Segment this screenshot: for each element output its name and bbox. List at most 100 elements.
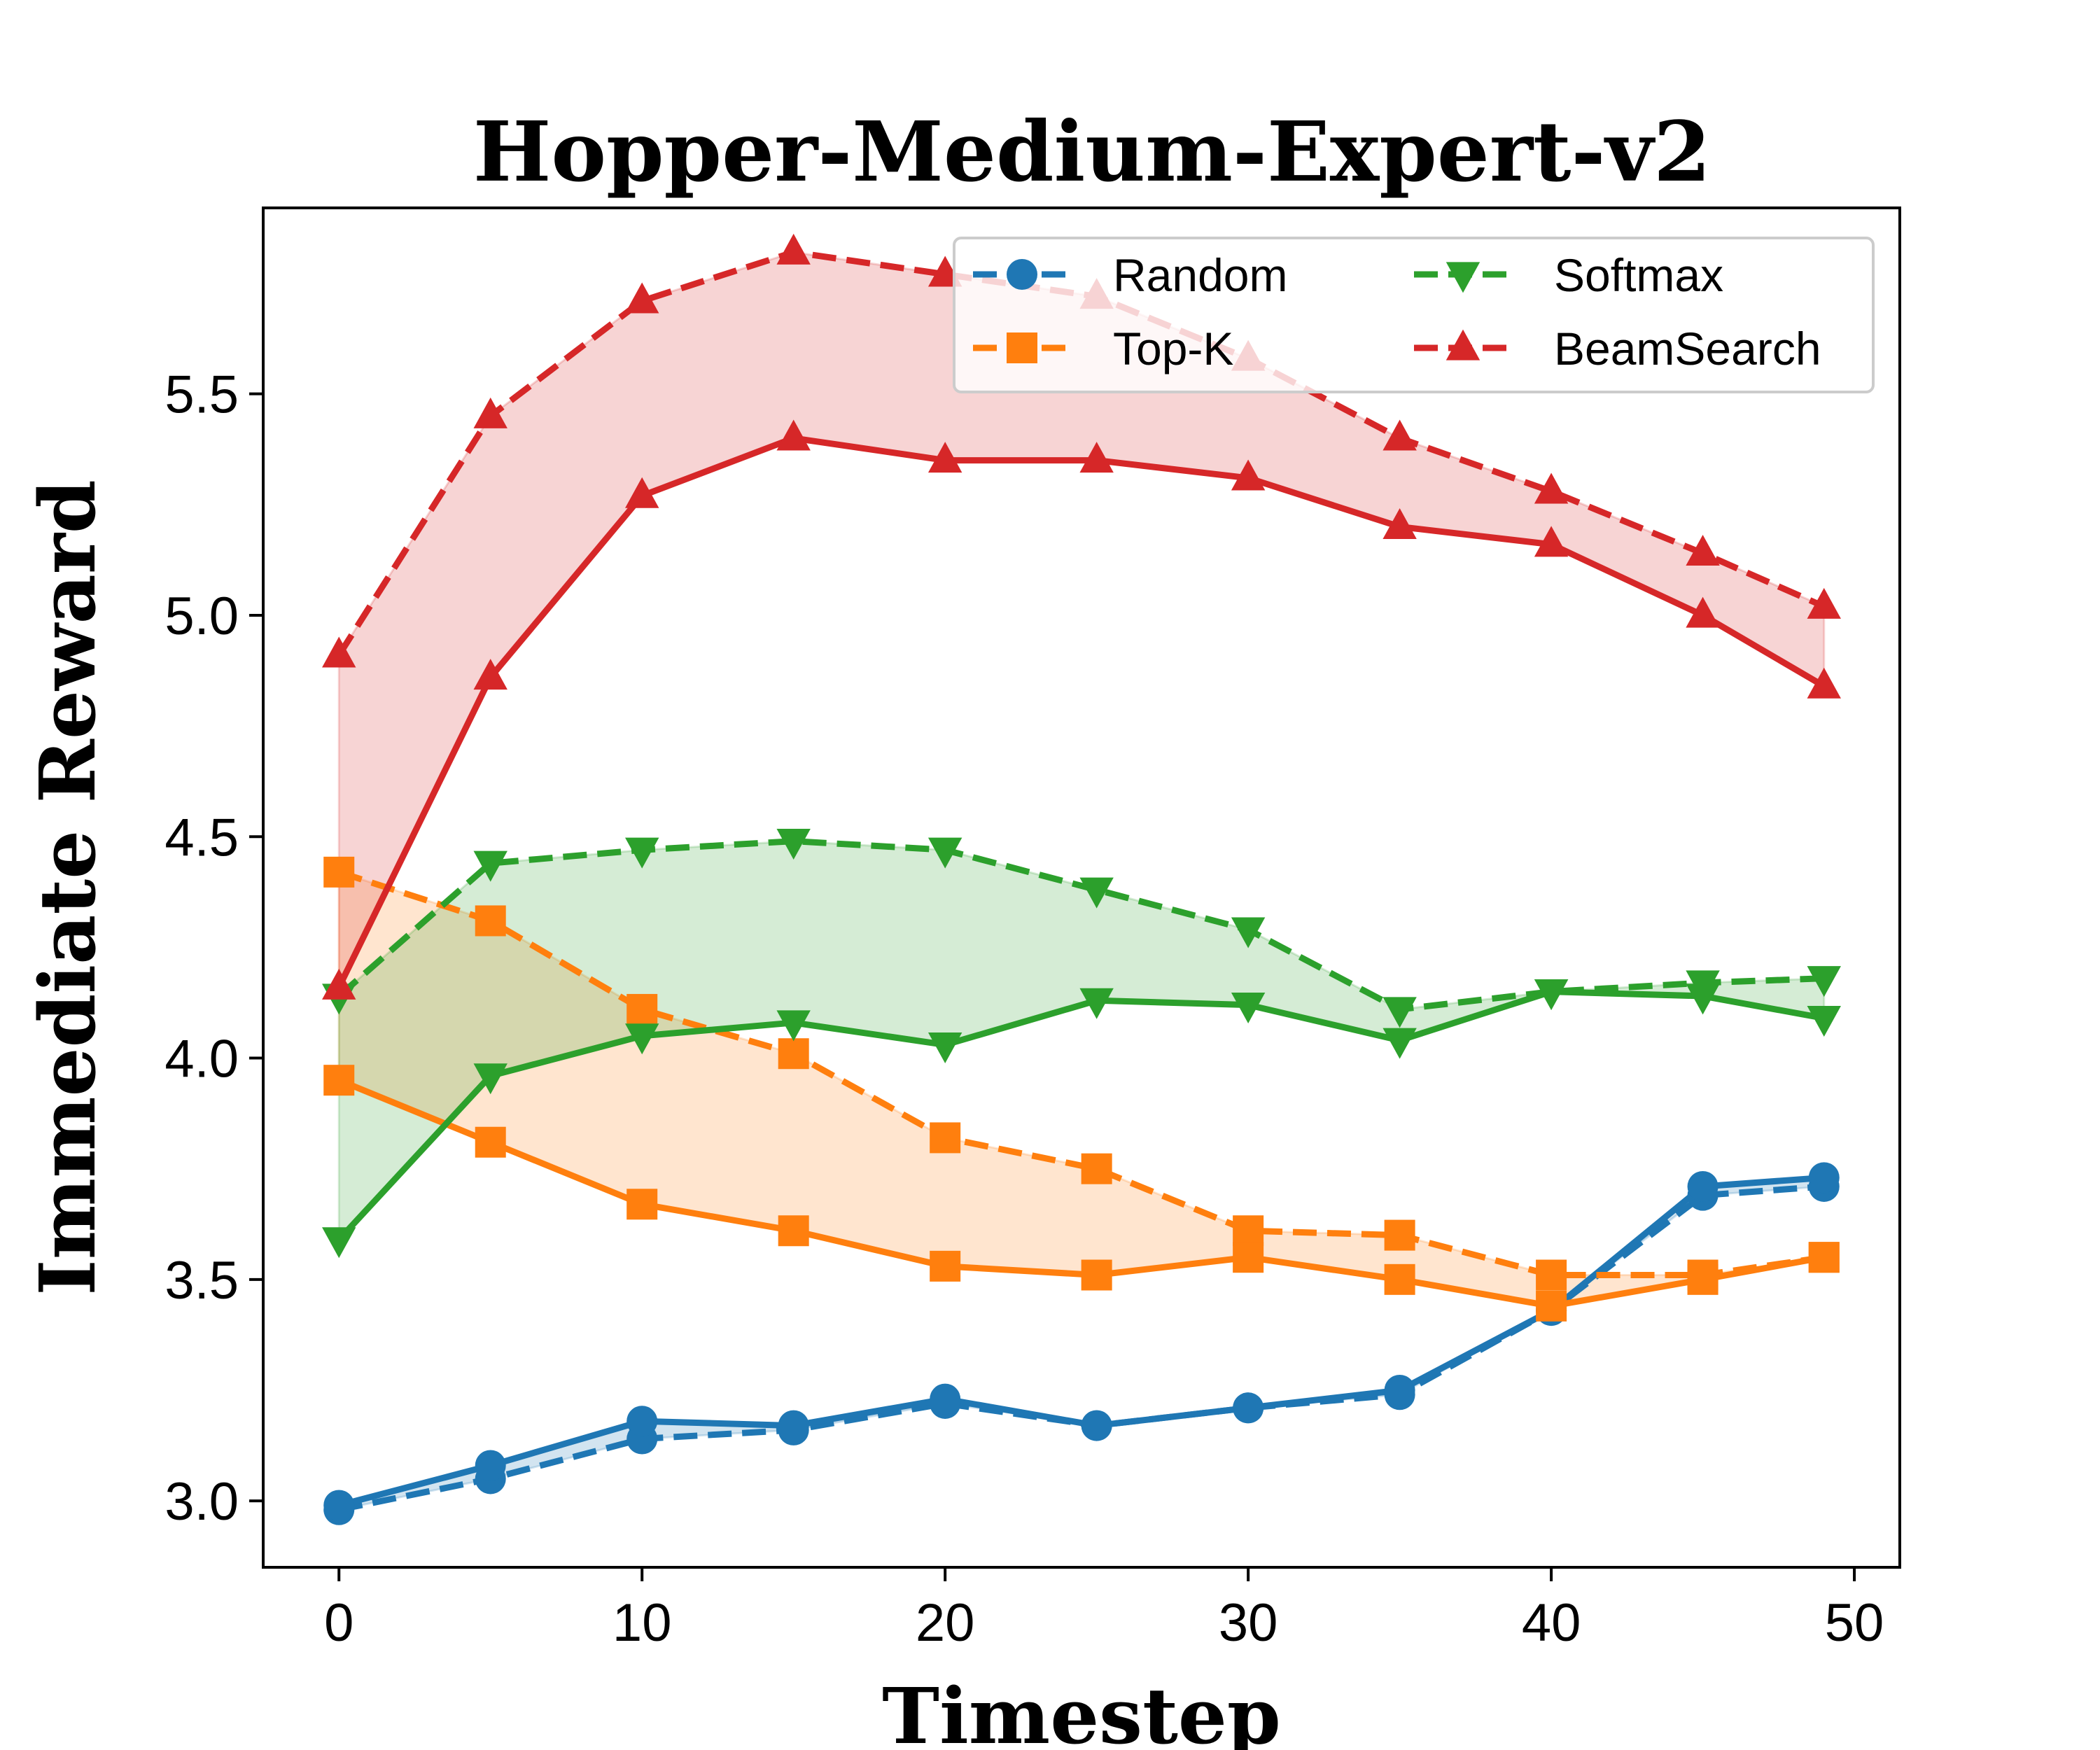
y-tick-label: 4.5 — [164, 808, 239, 867]
legend-beamsearch-label: BeamSearch — [1554, 323, 1821, 374]
x-axis-ticks: 0 10 20 30 40 50 — [324, 1567, 1884, 1653]
legend-top-k-label: Top-K — [1113, 323, 1233, 374]
y-tick-label: 5.0 — [164, 587, 239, 646]
random-solid-point — [1384, 1374, 1415, 1406]
top-k-dashed-point — [930, 1122, 961, 1154]
softmax-dashed-point — [927, 837, 962, 869]
beamsearch-solid-point — [927, 442, 962, 473]
random-solid-point — [930, 1383, 961, 1415]
random-solid-point — [1081, 1410, 1112, 1441]
beamsearch-solid-point — [1534, 526, 1569, 557]
top-k-dashed-point — [323, 856, 355, 888]
top-k-solid-point — [626, 1189, 658, 1220]
legend-softmax-label: Softmax — [1554, 249, 1723, 301]
top-k-solid-point — [323, 1065, 355, 1096]
top-k-solid-point — [930, 1250, 961, 1282]
y-axis-label: Immediate Reward — [22, 479, 113, 1296]
beamsearch-dashed-point — [776, 233, 811, 265]
beamsearch-dashed-point — [1534, 472, 1569, 504]
random-solid-point — [778, 1410, 809, 1441]
top-k-dashed-point — [778, 1038, 809, 1070]
top-k-solid-point — [1687, 1264, 1718, 1295]
softmax-solid-point — [1231, 993, 1266, 1024]
top-k-dashed-point — [1081, 1153, 1112, 1184]
x-axis-label: Timestep — [882, 1671, 1281, 1750]
top-k-dashed-line — [337, 869, 1825, 1279]
top-k-solid-point — [1536, 1290, 1567, 1322]
plot-frame — [262, 206, 1901, 1569]
beamsearch-solid-point — [473, 659, 507, 690]
top-k-dashed-point — [475, 905, 506, 937]
beamsearch-solid-point — [1686, 596, 1720, 628]
beamsearch-solid-point — [1807, 667, 1841, 699]
beamsearch-solid-point — [322, 968, 356, 1000]
confidence-bands — [337, 251, 1826, 1511]
x-tick-label: 30 — [1219, 1593, 1278, 1653]
beamsearch-solid-point — [1382, 508, 1417, 540]
random-solid-point — [1687, 1170, 1718, 1202]
softmax-solid-point — [1807, 1006, 1841, 1037]
softmax-solid-point — [1534, 979, 1569, 1011]
x-tick-label: 20 — [916, 1593, 975, 1653]
random-solid-point — [323, 1490, 355, 1521]
beamsearch-solid-point — [776, 419, 811, 451]
legend-random-marker — [1007, 259, 1037, 290]
legend-random-label: Random — [1113, 249, 1287, 301]
y-tick-label: 3.5 — [164, 1251, 239, 1310]
beamsearch-dashed-point — [1807, 587, 1841, 619]
softmax-dashed-point — [625, 837, 659, 869]
top-k-dashed-point — [1536, 1259, 1567, 1291]
top-k-dashed-point — [626, 993, 658, 1025]
top-k-solid-point — [778, 1215, 809, 1247]
softmax-dashed-line — [337, 838, 1824, 1013]
random-solid-point — [475, 1450, 506, 1481]
beamsearch-solid-point — [625, 477, 659, 508]
softmax-solid-point — [1382, 1028, 1417, 1059]
beamsearch-solid-point — [1079, 442, 1114, 473]
softmax-dashed-point — [776, 828, 811, 860]
top-k-solid-point — [1233, 1242, 1264, 1273]
softmax-solid-point — [1079, 988, 1114, 1019]
y-axis-ticks: 3.0 3.5 4.0 4.5 5.0 5.5 — [164, 365, 263, 1532]
legend-top-k-marker — [1007, 332, 1037, 363]
softmax-solid-point — [625, 1023, 659, 1055]
legend-beamsearch-marker — [1446, 329, 1480, 360]
x-tick-label: 50 — [1825, 1593, 1884, 1653]
y-tick-label: 3.0 — [164, 1472, 239, 1532]
softmax-solid-point — [322, 1227, 356, 1259]
top-k-dashed-point — [1384, 1219, 1415, 1251]
softmax-dashed-point — [1231, 917, 1266, 948]
legend: Random Top-K Softmax BeamSearch — [953, 237, 1875, 393]
top-k-solid-point — [1384, 1264, 1415, 1295]
chart-title: Hopper-Medium-Expert-v2 — [473, 103, 1711, 200]
x-tick-label: 0 — [324, 1593, 354, 1653]
beamsearch-dashed-point — [625, 282, 659, 314]
softmax-solid-point — [927, 1032, 962, 1063]
y-tick-label: 5.5 — [164, 365, 239, 425]
beamsearch-dashed-point — [322, 636, 356, 668]
softmax-solid-point — [776, 1010, 811, 1042]
softmax-solid-point — [473, 1063, 507, 1095]
x-tick-label: 40 — [1522, 1593, 1581, 1653]
softmax-dashed-point — [473, 850, 507, 882]
x-tick-label: 10 — [612, 1593, 672, 1653]
softmax-dashed-point — [1807, 966, 1841, 997]
softmax-dashed-point — [1382, 997, 1417, 1028]
top-k-dashed-point — [1233, 1215, 1264, 1247]
top-k-solid-point — [1081, 1259, 1112, 1291]
legend-box — [953, 237, 1875, 393]
random-solid-point — [626, 1406, 658, 1437]
softmax-dashed-point — [1079, 877, 1114, 909]
beamsearch-dashed-point — [1382, 419, 1417, 451]
beamsearch-dashed-point — [1686, 535, 1720, 566]
softmax-solid-point — [1686, 983, 1720, 1015]
beamsearch-solid-point — [1231, 459, 1266, 491]
top-k-solid-point — [1808, 1242, 1840, 1273]
random-solid-point — [1233, 1392, 1264, 1424]
top-k-solid-point — [475, 1126, 506, 1158]
y-tick-label: 4.0 — [164, 1030, 239, 1089]
random-solid-point — [1808, 1162, 1840, 1194]
beamsearch-dashed-point — [473, 397, 507, 428]
legend-softmax-marker — [1446, 262, 1480, 293]
